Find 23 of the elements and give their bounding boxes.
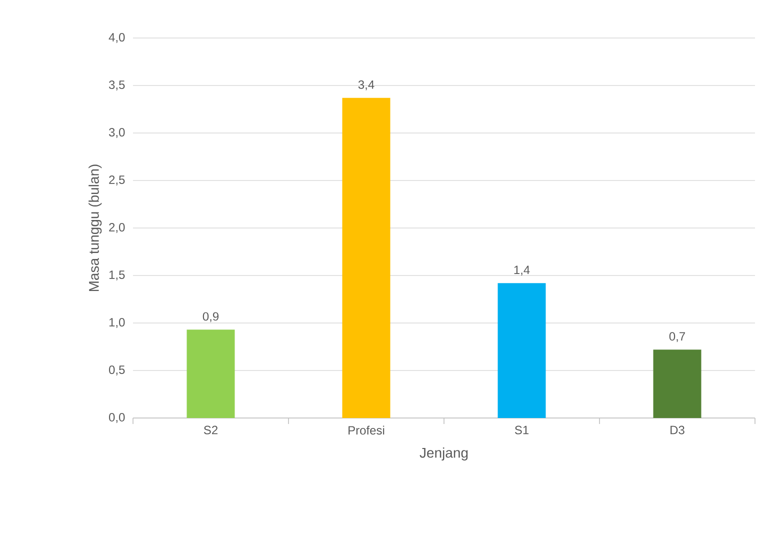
x-axis-title: Jenjang [420, 447, 468, 461]
y-tick-label: 3,5 [108, 80, 125, 90]
y-tick-label: 2,0 [109, 223, 125, 233]
y-tick-label: 3,0 [108, 128, 125, 138]
y-tick-label: 2,5 [109, 176, 125, 186]
bar [186, 330, 235, 418]
y-tick-label: 1,5 [109, 270, 125, 280]
bar [342, 98, 390, 418]
x-tick-label: Profesi [348, 426, 384, 435]
bar [653, 350, 702, 418]
data-label: 0,9 [202, 312, 219, 322]
y-tick-label: 4,0 [108, 33, 125, 43]
x-tick-label: D3 [670, 426, 684, 434]
data-label: 1,4 [514, 266, 530, 276]
x-tick-label: S1 [514, 426, 528, 434]
y-axis-title: Masa tunggu (bulan) [88, 164, 102, 292]
bar [498, 283, 546, 418]
y-tick-label: 0,5 [108, 366, 125, 376]
y-tick-label: 1,0 [109, 318, 125, 328]
x-tick-label: S2 [204, 426, 218, 434]
data-label: 3,4 [358, 80, 374, 90]
data-label: 0,7 [669, 332, 685, 342]
y-tick-label: 0,0 [108, 413, 125, 423]
